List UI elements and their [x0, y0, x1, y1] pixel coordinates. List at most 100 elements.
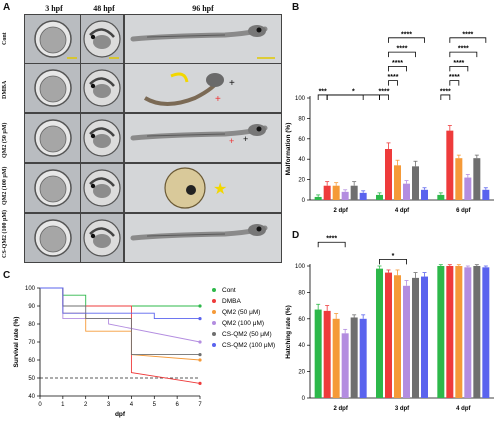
x-tick-label: 0: [38, 402, 42, 408]
significance-bracket: [388, 51, 416, 58]
y-axis-title: Malformation (%): [285, 123, 292, 176]
bar: [323, 310, 331, 398]
curve-endpoint-dot: [198, 317, 202, 321]
col-head-48hpf: 48 hpf: [93, 4, 115, 13]
significance-bracket: [317, 241, 346, 248]
x-group-label: 3 dpf: [395, 406, 410, 412]
y-tick-label: 40: [298, 343, 305, 349]
yolk-shape: [93, 84, 111, 98]
significance-bracket: [379, 94, 389, 100]
survival-curve: [40, 287, 200, 307]
y-axis-title: Hatching rate (%): [285, 305, 292, 358]
significance-bracket: [379, 259, 407, 265]
y-tick-label: 20: [298, 370, 305, 376]
significance-label: ****: [401, 31, 412, 38]
significance-label: ***: [319, 88, 327, 95]
y-tick-label: 40: [298, 157, 305, 163]
embryo-photo-qm2-100-3hpf: [24, 163, 82, 213]
bar: [446, 266, 454, 398]
notochord-line: [146, 233, 226, 237]
col-head-3hpf: 3 hpf: [45, 4, 63, 13]
survival-chart: 40 50 60 70 80 90 100 0 1 2 3 4 5 6 7 dpf Survival rate …: [13, 286, 275, 418]
col-head-96hpf: 96 hpf: [192, 4, 214, 13]
bar: [437, 266, 445, 398]
y-tick-label: 80: [298, 116, 305, 122]
significance-label: ****: [326, 236, 337, 243]
bar: [412, 166, 419, 200]
significance-bracket: [317, 94, 328, 100]
bar: [412, 277, 419, 398]
significance-label: *: [392, 253, 395, 260]
y-tick-label: 60: [298, 137, 305, 143]
significance-bracket: [449, 37, 487, 43]
legend-swatch: [212, 321, 216, 325]
bar: [350, 317, 358, 398]
bar: [421, 276, 428, 398]
y-tick-label: 40: [28, 394, 35, 400]
eye-dot: [90, 133, 96, 139]
embryo-photo-qm2-100-48hpf: [80, 163, 124, 213]
x-group-label: 4 dpf: [395, 208, 410, 214]
embryo-photo-cont-48hpf: [80, 14, 124, 64]
bar: [473, 158, 481, 200]
bar: [437, 194, 445, 200]
bar: [359, 192, 367, 200]
embryo-body-shape: [89, 227, 115, 237]
eye-dot: [256, 27, 262, 33]
yellow-arrow-marker: [170, 72, 189, 83]
embryo-drawing: [83, 219, 121, 257]
significance-label: ****: [379, 88, 390, 95]
embryo-drawing: [83, 169, 121, 207]
significance-bracket: [449, 51, 478, 58]
bar: [332, 185, 340, 200]
embryo-photo-qm2-50-3hpf: [24, 113, 82, 163]
panel-c-letter: C: [3, 270, 11, 281]
embryo-body-shape: [89, 177, 115, 187]
yolk-shape: [93, 35, 111, 49]
embryo-photo-csqm2-100-3hpf: [24, 213, 82, 263]
y-tick-label: 60: [28, 358, 35, 364]
yolk-shape: [93, 234, 111, 248]
embryo-body-shape: [89, 127, 115, 137]
embryo-body-shape: [89, 77, 115, 87]
y-tick-label: 50: [28, 376, 35, 382]
legend-swatch: [212, 343, 216, 347]
embryo-drawing: [34, 20, 77, 59]
survival-curve: [40, 287, 201, 361]
survival-curve: [40, 287, 200, 356]
significance-label: ****: [397, 46, 408, 53]
embryo-photo-csqm2-100-48hpf: [80, 213, 124, 263]
embryo-photo-cont-3hpf: [24, 14, 82, 64]
embryo-drawing: [83, 69, 121, 107]
x-group-label: 2 dpf: [333, 406, 348, 412]
embryo-drawing: ★: [164, 167, 227, 209]
embryo-drawing: [34, 219, 72, 257]
y-tick-label: 100: [25, 286, 36, 292]
survival-curve: [40, 287, 201, 384]
bar: [314, 309, 322, 398]
legend-label: Cont: [222, 287, 236, 294]
embryo-photo-csqm2-100-96hpf: [124, 213, 282, 263]
legend-label: CS-QM2 (100 μM): [222, 342, 275, 349]
y-tick-label: 20: [298, 178, 305, 184]
row-head-cont: Cont: [2, 32, 8, 46]
notochord-line: [146, 133, 226, 137]
bar: [455, 266, 463, 398]
yolk-shape: [39, 225, 67, 253]
bar: [314, 196, 322, 200]
bar: [482, 267, 490, 398]
row-head-qm2-50: QM2 (50 μM): [2, 122, 8, 158]
embryo-drawing: ++: [130, 124, 268, 146]
embryo-drawing: [34, 169, 72, 207]
malformation-chart: 0 20 40 60 80 100 Malformation (%) 2 dpf 4 dpf 6 …: [285, 31, 494, 214]
y-tick-label: 80: [298, 290, 305, 296]
red-cross-marker: +: [229, 136, 234, 146]
row-head-csqm2-100: CS-QM2 (100 μM): [2, 209, 8, 259]
significance-bracket: [388, 37, 425, 43]
survival-curve: [40, 287, 201, 343]
legend-label: CS-QM2 (50 μM): [222, 331, 272, 338]
curve-endpoint-dot: [198, 358, 202, 362]
legend-label: QM2 (100 μM): [222, 320, 264, 327]
bar: [359, 318, 367, 398]
x-axis-title: dpf: [115, 411, 126, 418]
